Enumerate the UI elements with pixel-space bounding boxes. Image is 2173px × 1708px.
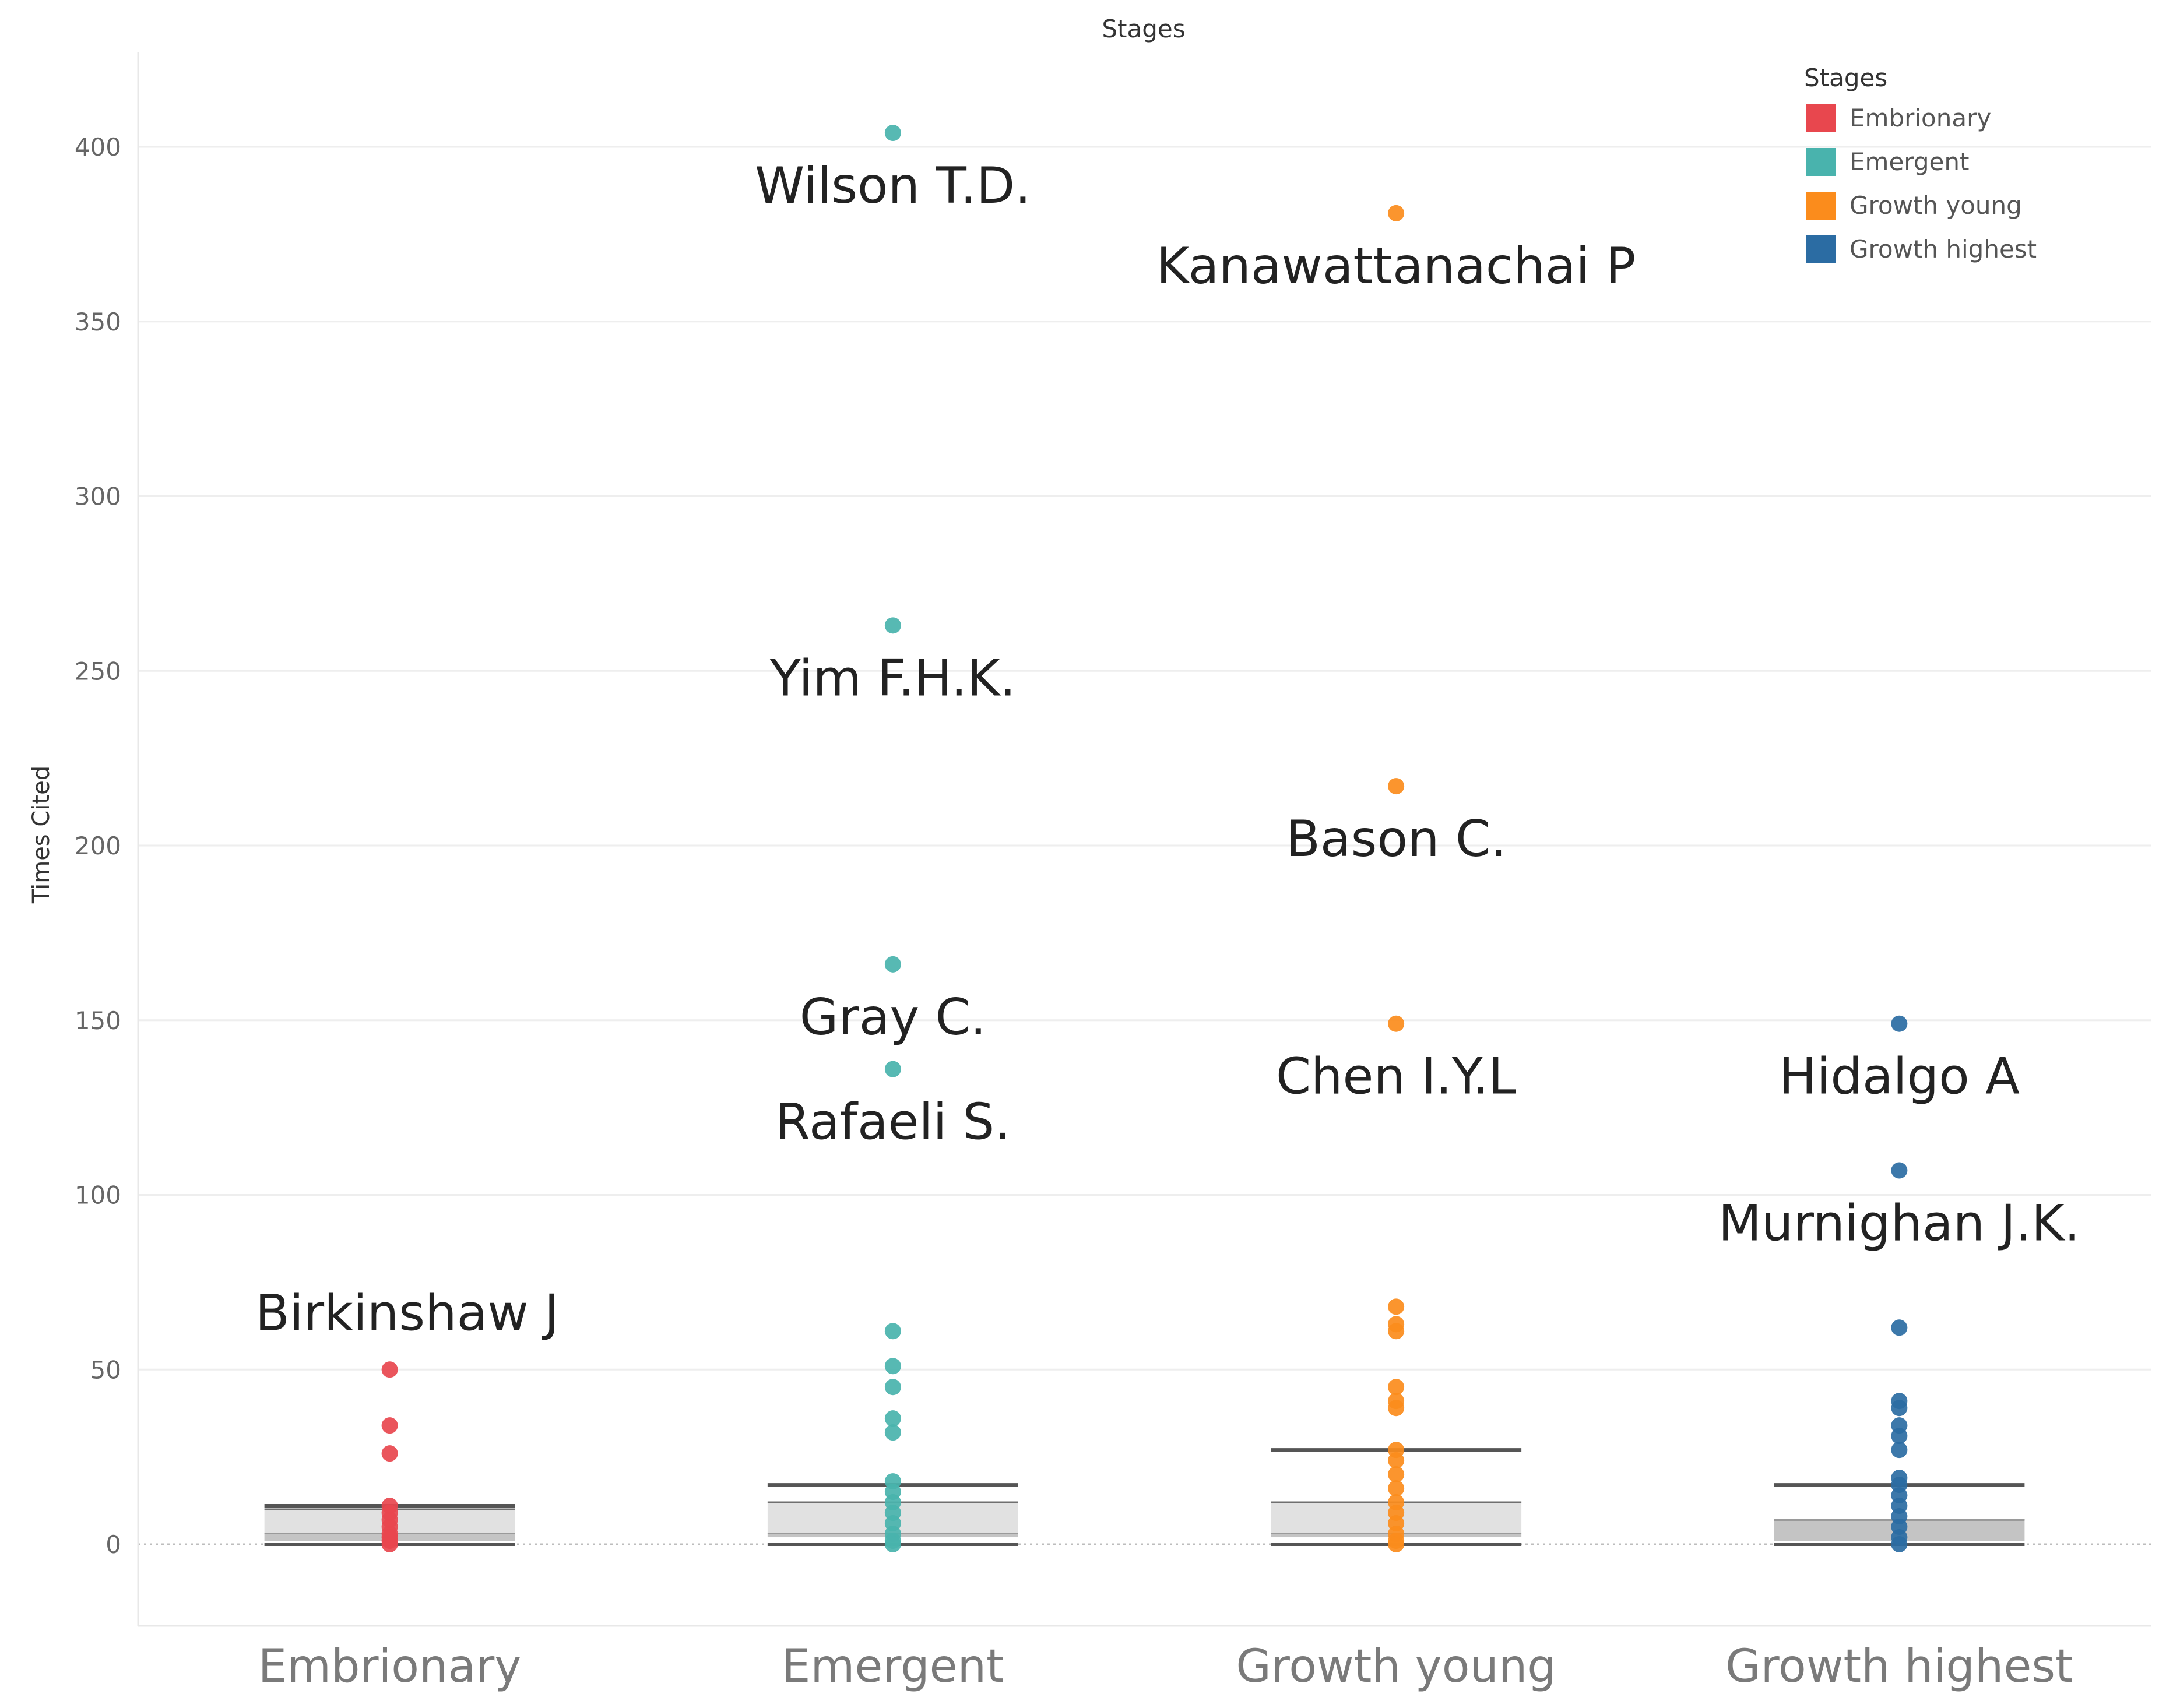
data-point[interactable] bbox=[1891, 1319, 1908, 1336]
data-point[interactable] bbox=[1891, 1015, 1908, 1032]
data-point[interactable] bbox=[1891, 1400, 1908, 1417]
point-annotation: Birkinshaw J bbox=[255, 1284, 560, 1342]
y-tick-label: 150 bbox=[75, 1006, 121, 1035]
legend-swatch[interactable] bbox=[1806, 235, 1836, 263]
legend-swatch[interactable] bbox=[1806, 104, 1836, 132]
y-axis-title: Times Cited bbox=[28, 766, 55, 904]
point-annotation: Murnighan J.K. bbox=[1718, 1195, 2080, 1253]
data-point[interactable] bbox=[1388, 1452, 1405, 1469]
data-point[interactable] bbox=[1891, 1536, 1908, 1552]
x-tick-label: Growth young bbox=[1236, 1640, 1556, 1693]
data-point[interactable] bbox=[381, 1445, 398, 1462]
data-point[interactable] bbox=[1388, 1466, 1405, 1483]
point-annotation: Kanawattanachai P bbox=[1156, 237, 1636, 295]
axes: 0 50 100 150 200 250 300 350 400 Embrionary Emerge… bbox=[75, 52, 2151, 1693]
annotations: Wilson T.D. Yim F.H.K. Gray C. Rafaeli S. Ka… bbox=[255, 157, 2080, 1342]
data-point[interactable] bbox=[1388, 1480, 1405, 1497]
y-tick-label: 350 bbox=[75, 308, 121, 336]
y-tick-label: 300 bbox=[75, 483, 121, 511]
legend-title: Stages bbox=[1804, 64, 1887, 92]
x-tick-label: Growth highest bbox=[1725, 1640, 2073, 1693]
x-tick-label: Embrionary bbox=[258, 1640, 522, 1693]
y-tick-label: 400 bbox=[75, 133, 121, 161]
data-point[interactable] bbox=[884, 1410, 901, 1427]
data-point[interactable] bbox=[381, 1536, 398, 1552]
data-point[interactable] bbox=[1388, 1400, 1405, 1417]
legend-item-label[interactable]: Growth young bbox=[1849, 191, 2022, 220]
chart-title: Stages bbox=[1102, 15, 1185, 43]
point-annotation: Gray C. bbox=[800, 988, 986, 1047]
data-point[interactable] bbox=[1388, 1298, 1405, 1315]
y-tick-label: 50 bbox=[90, 1355, 121, 1384]
point-annotation: Rafaeli S. bbox=[775, 1093, 1011, 1151]
y-tick-label: 250 bbox=[75, 657, 121, 685]
box-plots bbox=[264, 1448, 2025, 1546]
point-annotation: Chen I.Y.L bbox=[1276, 1048, 1516, 1106]
point-annotation: Bason C. bbox=[1286, 810, 1506, 868]
y-tick-label: 100 bbox=[75, 1181, 121, 1210]
data-point[interactable] bbox=[884, 125, 901, 142]
data-point[interactable] bbox=[1388, 778, 1405, 795]
point-annotation: Hidalgo A bbox=[1779, 1048, 2020, 1106]
legend-item-label[interactable]: Embrionary bbox=[1849, 104, 1991, 132]
data-point[interactable] bbox=[1388, 1015, 1405, 1032]
data-point[interactable] bbox=[381, 1361, 398, 1378]
data-point[interactable] bbox=[884, 1323, 901, 1340]
data-point[interactable] bbox=[1388, 1323, 1405, 1340]
data-point[interactable] bbox=[1388, 1536, 1405, 1552]
y-tick-label: 0 bbox=[106, 1530, 121, 1559]
data-point[interactable] bbox=[884, 1379, 901, 1396]
point-annotation: Wilson T.D. bbox=[755, 157, 1031, 215]
legend-item-label[interactable]: Growth highest bbox=[1849, 235, 2037, 263]
data-point[interactable] bbox=[1891, 1162, 1908, 1179]
data-point[interactable] bbox=[1891, 1428, 1908, 1445]
legend-swatch[interactable] bbox=[1806, 192, 1836, 220]
point-annotation: Yim F.H.K. bbox=[769, 649, 1016, 707]
gridlines bbox=[138, 146, 2151, 1545]
data-point[interactable] bbox=[381, 1417, 398, 1434]
data-point[interactable] bbox=[1388, 1379, 1405, 1396]
data-point[interactable] bbox=[1891, 1442, 1908, 1459]
legend-swatch[interactable] bbox=[1806, 148, 1836, 176]
data-point[interactable] bbox=[884, 956, 901, 973]
legend[interactable]: Stages Embrionary Emergent Growth young Grow… bbox=[1804, 64, 2037, 263]
data-point[interactable] bbox=[884, 617, 901, 634]
data-point[interactable] bbox=[1388, 205, 1405, 221]
y-tick-label: 200 bbox=[75, 832, 121, 860]
x-tick-label: Emergent bbox=[782, 1640, 1004, 1693]
data-point[interactable] bbox=[884, 1358, 901, 1375]
data-points bbox=[381, 125, 1908, 1552]
data-point[interactable] bbox=[884, 1424, 901, 1441]
legend-item-label[interactable]: Emergent bbox=[1849, 147, 1969, 176]
data-point[interactable] bbox=[884, 1536, 901, 1552]
data-point[interactable] bbox=[884, 1061, 901, 1077]
